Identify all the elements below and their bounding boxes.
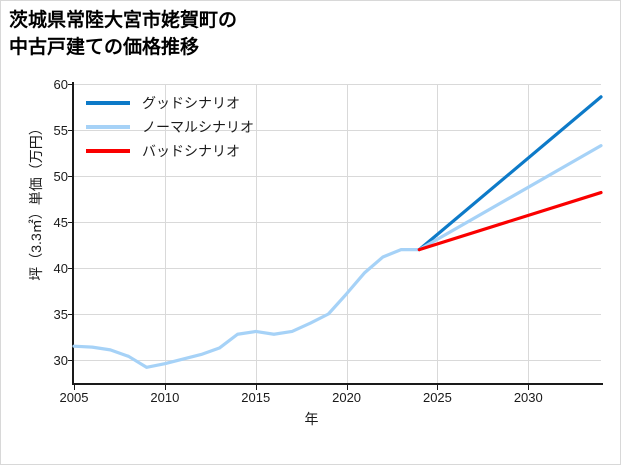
x-axis-title: 年: [304, 411, 319, 427]
y-axis-tick-label: 40: [53, 261, 68, 276]
y-axis-tick-label: 30: [53, 353, 68, 368]
gridline-vertical: [528, 84, 530, 383]
x-axis-tick-label: 2010: [150, 390, 180, 405]
y-axis-tick-label: 45: [53, 215, 68, 230]
y-axis-title: 坪（3.3㎡）単価（万円）: [28, 121, 44, 281]
gridline-horizontal: [74, 222, 601, 223]
legend-label-normal: ノーマルシナリオ: [142, 119, 254, 135]
legend-item-bad: バッドシナリオ: [86, 139, 316, 163]
x-axis-tick-label: 2030: [513, 390, 543, 405]
x-axis-tick-mark: [164, 385, 166, 390]
y-axis-tick-mark: [68, 130, 73, 131]
gridline-horizontal: [74, 84, 601, 85]
y-axis-tick-mark: [68, 222, 73, 223]
x-axis-tick-mark: [74, 385, 75, 390]
x-axis-tick-label: 2020: [332, 390, 362, 405]
page-title: 茨城県常陸大宮市姥賀町の 中古戸建ての価格推移: [9, 10, 238, 58]
y-axis-tick-label: 50: [53, 169, 68, 184]
y-axis-tick-label: 60: [53, 77, 68, 92]
y-axis-tick-mark: [68, 84, 73, 85]
y-axis-spine: [72, 82, 74, 385]
legend-swatch-good: [86, 101, 130, 105]
x-axis-tick-mark: [255, 385, 257, 390]
legend-label-bad: バッドシナリオ: [142, 143, 240, 159]
x-axis-tick-mark: [437, 385, 439, 390]
legend-item-good: グッドシナリオ: [86, 91, 316, 115]
legend-swatch-bad: [86, 149, 130, 153]
x-axis-tick-label: 2015: [241, 390, 271, 405]
gridline-horizontal: [74, 360, 601, 361]
gridline-horizontal: [74, 176, 601, 177]
y-axis-tick-label: 55: [53, 123, 68, 138]
gridline-vertical: [437, 84, 439, 383]
x-axis-tick-label: 2025: [422, 390, 452, 405]
x-axis-tick-mark: [346, 385, 348, 390]
y-axis-tick-mark: [68, 360, 73, 361]
gridline-vertical: [346, 84, 348, 383]
y-axis-tick-mark: [68, 268, 73, 269]
legend-swatch-normal: [86, 125, 130, 129]
x-axis-spine: [72, 383, 603, 385]
gridline-vertical: [255, 84, 257, 383]
gridline-horizontal: [74, 268, 601, 269]
x-axis-tick-label: 2005: [59, 390, 89, 405]
y-axis-tick-mark: [68, 314, 73, 315]
legend-label-good: グッドシナリオ: [142, 95, 240, 111]
chart-legend: グッドシナリオ ノーマルシナリオ バッドシナリオ: [86, 91, 316, 163]
y-axis-tick-label: 35: [53, 307, 68, 322]
gridline-vertical: [164, 84, 166, 383]
y-axis-tick-mark: [68, 176, 73, 177]
legend-item-normal: ノーマルシナリオ: [86, 115, 316, 139]
x-axis-tick-mark: [528, 385, 530, 390]
gridline-horizontal: [74, 130, 601, 131]
y-axis-tick-labels: 30 35 40 45 50 55 60: [38, 1, 68, 464]
gridline-horizontal: [74, 314, 601, 315]
